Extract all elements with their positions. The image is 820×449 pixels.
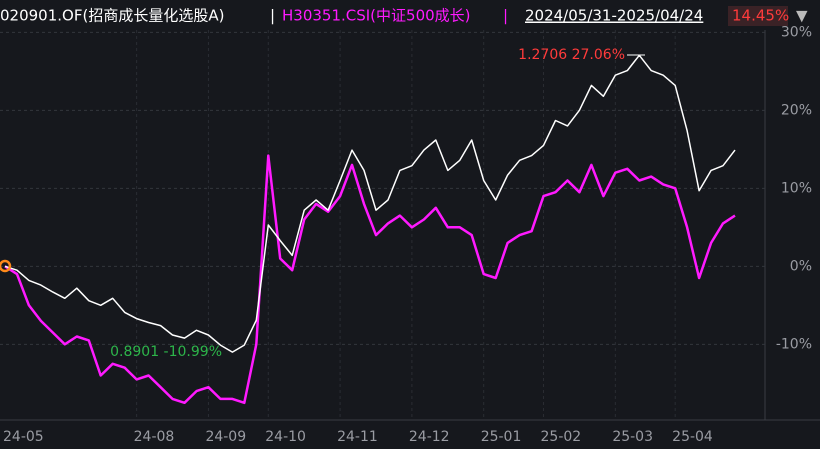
separator: | — [503, 7, 508, 25]
x-tick-label: 24-10 — [265, 429, 306, 445]
legend-fund: 020901.OF(招商成长量化选股A) — [0, 7, 224, 25]
series-line — [4, 54, 736, 353]
series-line — [4, 154, 736, 405]
plot — [4, 54, 736, 405]
grid: -10% 0% 10% 20% 30% 24-05 24-08 24-09 24-10 24-11… — [0, 24, 812, 445]
x-tick-label: 25-01 — [481, 429, 522, 445]
change-bg — [728, 6, 788, 26]
y-tick-label: 30% — [781, 24, 812, 40]
y-tick-label: -10% — [776, 336, 812, 352]
y-tick-label: 20% — [781, 102, 812, 118]
x-tick-label: 24-08 — [134, 429, 175, 445]
x-tick-label: 24-05 — [3, 429, 44, 445]
x-tick-label: 25-04 — [672, 429, 713, 445]
menu-toggle[interactable]: ▼ — [796, 7, 808, 25]
y-tick-label: 0% — [790, 258, 812, 274]
start-marker — [0, 259, 12, 273]
period-change: 14.45% — [732, 7, 789, 25]
y-tick-label: 10% — [781, 180, 812, 196]
low-annotation: 0.8901 -10.99% — [110, 344, 222, 360]
legend-index: H30351.CSI(中证500成长) — [282, 7, 471, 25]
date-range[interactable]: 2024/05/31-2025/04/24 — [525, 7, 703, 25]
x-tick-label: 24-11 — [337, 429, 378, 445]
high-annotation: 1.2706 27.06% — [518, 47, 625, 63]
x-tick-label: 24-09 — [205, 429, 246, 445]
x-tick-label: 25-02 — [541, 429, 582, 445]
separator: | — [270, 7, 275, 25]
x-tick-label: 25-03 — [612, 429, 653, 445]
x-tick-label: 24-12 — [409, 429, 450, 445]
